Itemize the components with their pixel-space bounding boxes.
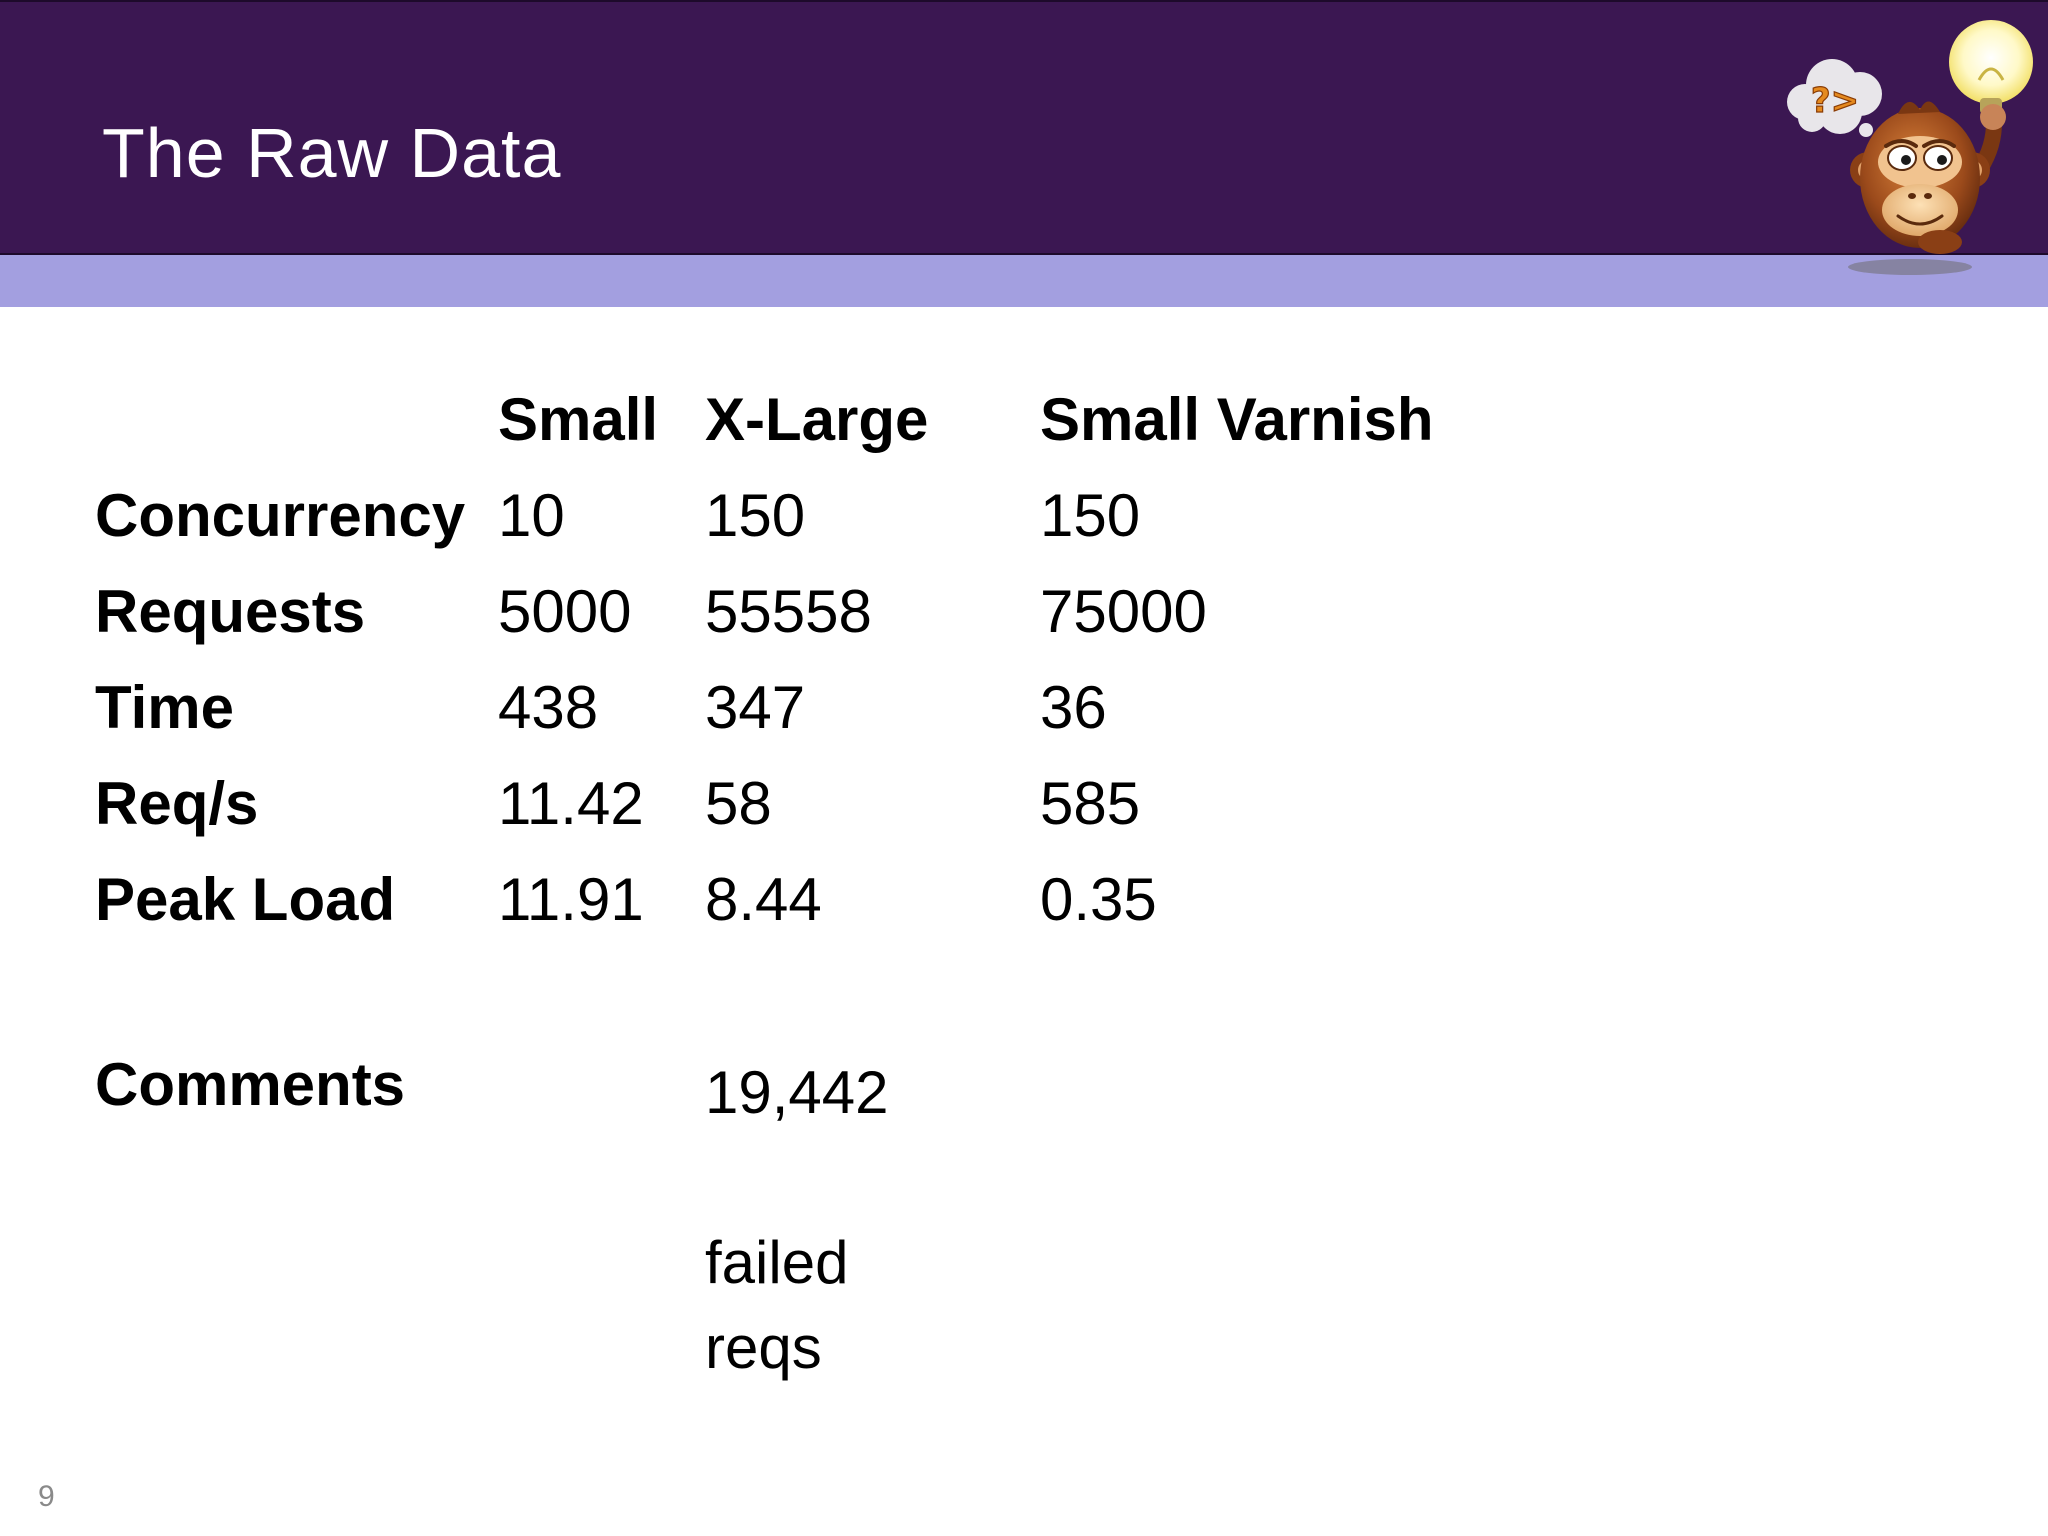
cell-value: 8.44 — [705, 866, 822, 933]
column-header-small-varnish: Small Varnish — [1040, 386, 1434, 453]
cell-value: 5000 — [498, 578, 632, 645]
accent-band — [0, 255, 2048, 307]
column-header-small: Small — [498, 386, 659, 453]
cell-value: 438 — [498, 674, 599, 741]
cell-value: 58 — [705, 770, 772, 837]
cell-value: 11.42 — [498, 770, 644, 837]
cell-value: 36 — [1040, 674, 1107, 741]
comment-line: failed reqs — [705, 1229, 849, 1381]
row-label-req-per-second: Req/s — [95, 770, 259, 837]
row-label-comments: Comments — [95, 1051, 406, 1118]
cell-value: 10 — [498, 482, 565, 549]
cell-value: 0.35 — [1040, 866, 1157, 933]
thinking-monkey-lightbulb-icon: ?> — [1787, 20, 2033, 275]
row-label-time: Time — [95, 674, 234, 741]
column-header-x-large: X-Large — [705, 386, 929, 453]
cell-value: 55558 — [705, 578, 872, 645]
cell-value: 585 — [1040, 770, 1141, 837]
comment-line: 19,442 — [705, 1059, 889, 1126]
cell-value: 150 — [1040, 482, 1141, 549]
svg-text:?>: ?> — [1811, 81, 1859, 121]
row-label-concurrency: Concurrency — [95, 482, 466, 549]
row-label-peak-load: Peak Load — [95, 866, 396, 933]
cell-value: 11.91 — [498, 866, 644, 933]
slide-number: 9 — [38, 1480, 55, 1513]
cell-value: 150 — [705, 482, 806, 549]
header-band — [0, 0, 2048, 255]
slide-title: The Raw Data — [102, 114, 562, 192]
row-label-requests: Requests — [95, 578, 366, 645]
cell-value: 75000 — [1040, 578, 1207, 645]
comment-x-large: 19,442 failed reqs — [705, 965, 889, 1475]
cell-value: 347 — [705, 674, 806, 741]
